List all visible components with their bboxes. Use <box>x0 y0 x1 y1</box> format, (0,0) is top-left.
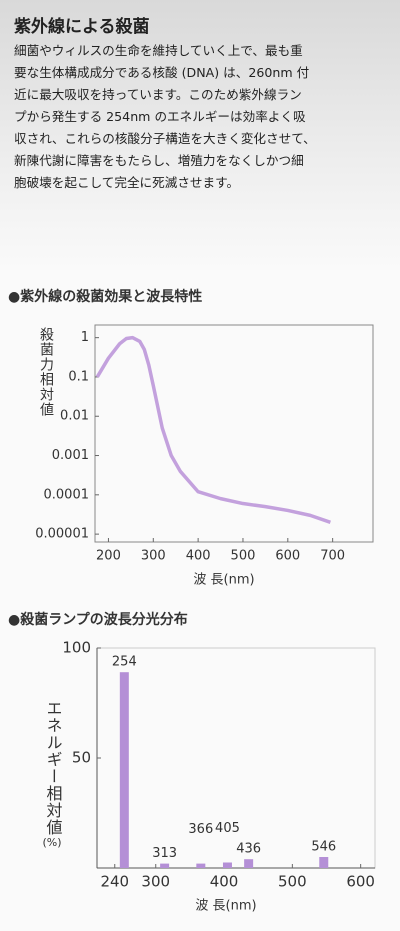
bar <box>160 863 170 868</box>
title: 紫外線による殺菌 <box>14 17 150 37</box>
bar <box>222 862 232 868</box>
y-tick-label: 0.1 <box>68 369 89 384</box>
chart-title: ●紫外線の殺菌効果と波長特性 <box>8 288 202 305</box>
bar-label: 366 <box>188 822 213 837</box>
x-tick-label: 600 <box>346 873 375 891</box>
y-tick-label: 100 <box>62 639 91 657</box>
x-tick-label: 200 <box>96 549 121 564</box>
x-tick-label: 400 <box>210 873 239 891</box>
y-axis-label: 殺菌力相対値 <box>38 327 54 417</box>
bar <box>119 672 129 868</box>
chart-title: ●殺菌ランプの波長分光分布 <box>8 611 188 628</box>
x-axis-label: 波 長(nm) <box>193 573 254 588</box>
bar <box>196 863 206 868</box>
bar-label: 254 <box>112 655 137 670</box>
paragraph-line: 収され、これらの核酸分子構造を大きく変化させて、 <box>14 131 316 146</box>
y-tick-label: 50 <box>72 749 91 767</box>
bar-label: 546 <box>311 840 336 855</box>
y-tick-label: 0.0001 <box>44 487 90 502</box>
y-tick-label: 1 <box>81 330 89 345</box>
y-tick-label: 0.001 <box>52 448 89 463</box>
x-tick-label: 500 <box>231 549 256 564</box>
paragraph: 細菌やウィルスの生命を維持していく上で、最も重 要な生体構成成分である核酸 (DN… <box>14 40 316 194</box>
header-background <box>0 0 400 270</box>
x-tick-label: 400 <box>186 549 211 564</box>
x-tick-label: 300 <box>141 873 170 891</box>
paragraph-line: 近に最大吸収を持っています。このため紫外線ラン <box>14 87 302 102</box>
plot-frame <box>94 324 374 543</box>
y-tick-label: 0.00001 <box>35 527 89 542</box>
bar <box>244 859 254 868</box>
bar <box>319 857 329 868</box>
x-tick-label: 300 <box>141 549 166 564</box>
x-tick-label: 600 <box>275 549 300 564</box>
x-tick-label: 700 <box>320 549 345 564</box>
paragraph-line: 細菌やウィルスの生命を維持していく上で、最も重 <box>14 43 303 58</box>
x-tick-label: 500 <box>278 873 307 891</box>
bar-label: 436 <box>236 842 261 857</box>
paragraph-line: プから発生する 254nm のエネルギーは効率よく吸 <box>14 109 306 124</box>
x-tick-label: 240 <box>100 873 129 891</box>
bar-label: 313 <box>152 846 177 861</box>
y-axis-label: エネルギー相対値 <box>44 700 63 836</box>
paragraph-line: 新陳代謝に障害をもたらし、増殖力をなくしかつ細 <box>14 153 304 168</box>
bar-label: 405 <box>215 821 240 836</box>
y-tick-label: 0.01 <box>60 409 89 424</box>
x-axis-label: 波 長(nm) <box>195 899 256 914</box>
paragraph-line: 要な生体構成成分である核酸 (DNA) は、260nm 付 <box>14 65 310 80</box>
paragraph-line: 胞破壊を起こして完全に死滅させます。 <box>14 175 240 190</box>
data-line <box>95 335 331 524</box>
y-axis-unit: (%) <box>42 836 61 849</box>
